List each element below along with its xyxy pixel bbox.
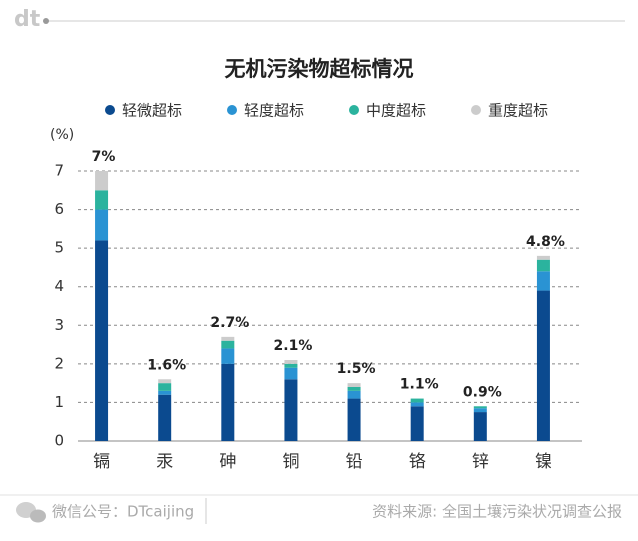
bar-segment (473, 406, 487, 409)
legend-swatch (349, 105, 359, 115)
bar-segment (473, 412, 487, 441)
bar-segment (158, 394, 172, 441)
x-tick-label: 铜 (282, 452, 299, 472)
total-label: 2.1% (274, 338, 313, 354)
y-tick-label: 3 (54, 316, 64, 334)
bar-segment (284, 360, 298, 364)
source: 资料来源: 全国土壤污染状况调查公报 (372, 503, 622, 521)
x-tick-label: 锌 (472, 452, 489, 472)
y-axis-label: (%) (50, 127, 74, 143)
bar-segment (158, 383, 172, 391)
bar-segment (95, 190, 109, 210)
bar-segment (158, 379, 172, 384)
bar-segment (347, 398, 361, 441)
bar-segment (221, 340, 235, 349)
legend-label: 中度超标 (366, 102, 426, 120)
x-tick-label: 镉 (93, 452, 110, 472)
bar-segment (410, 406, 424, 441)
header-dot (43, 18, 49, 24)
y-tick-label: 5 (54, 239, 64, 257)
legend-swatch (227, 105, 237, 115)
bar-segment (347, 390, 361, 399)
legend-label: 轻微超标 (122, 102, 182, 120)
y-tick-label: 2 (54, 354, 64, 372)
logo: dt (14, 7, 41, 32)
bar-segment (347, 387, 361, 391)
bar-segment (410, 398, 424, 403)
bar-segment (221, 336, 235, 341)
bar-segment (158, 390, 172, 395)
bar-segment (410, 402, 424, 407)
wechat-icon (30, 509, 46, 523)
bar-segment (536, 259, 550, 272)
bar-segment (536, 290, 550, 441)
legend-swatch (105, 105, 115, 115)
x-tick-label: 铬 (409, 452, 426, 472)
bar-segment (221, 348, 235, 364)
bar-segment (221, 363, 235, 441)
x-tick-label: 铅 (346, 452, 363, 472)
credit: 微信公号：DTcaijing (52, 503, 194, 521)
bar-segment (473, 408, 487, 413)
bar-segment (284, 363, 298, 368)
bar-segment (284, 379, 298, 441)
total-label: 1.6% (147, 357, 186, 373)
legend-label: 轻度超标 (244, 102, 304, 120)
total-label: 0.9% (463, 384, 502, 400)
total-label: 2.7% (210, 315, 249, 331)
bar-segment (536, 271, 550, 291)
x-tick-label: 镍 (535, 452, 552, 472)
y-tick-label: 0 (54, 432, 64, 450)
x-tick-label: 汞 (156, 452, 173, 472)
x-tick-label: 砷 (219, 452, 236, 472)
bar-segment (95, 209, 109, 241)
bar-segment (95, 240, 109, 441)
y-tick-label: 7 (54, 162, 64, 180)
y-tick-label: 4 (54, 277, 64, 295)
y-tick-label: 1 (54, 393, 64, 411)
y-tick-label: 6 (54, 200, 64, 218)
total-label: 1.5% (337, 361, 376, 377)
bar-segment (536, 255, 550, 260)
total-label: 4.8% (526, 234, 565, 250)
legend-swatch (471, 105, 481, 115)
total-label: 1.1% (400, 377, 439, 393)
chart-title: 无机污染物超标情况 (225, 57, 414, 81)
bar-segment (284, 367, 298, 380)
bar-segment (347, 383, 361, 387)
total-label: 7% (92, 149, 116, 165)
bar-segment (95, 171, 109, 191)
legend-label: 重度超标 (488, 102, 548, 120)
